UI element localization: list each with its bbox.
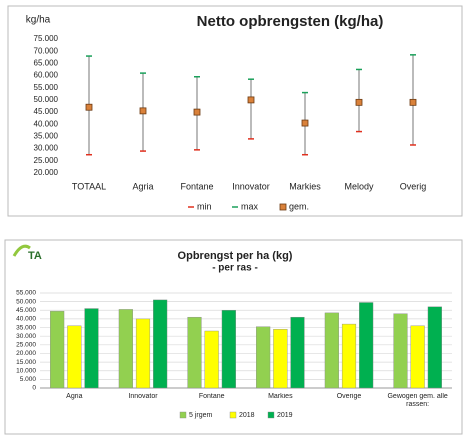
y-tick-label: 10.000	[16, 367, 36, 374]
x-label-box: Agria	[66, 393, 83, 400]
legend-label: min	[197, 201, 212, 211]
mean-marker	[139, 107, 147, 115]
x-tick-label: TOTAAL	[72, 181, 106, 191]
y-tick-label: 50.000	[16, 298, 36, 305]
bar	[84, 308, 99, 389]
y-tick-label: 40.000	[34, 119, 59, 128]
chart-subtitle: - per ras -	[212, 263, 258, 274]
bar	[187, 316, 202, 389]
y-tick-label: 35.000	[34, 132, 59, 141]
mean-marker	[85, 103, 93, 111]
x-tick-label: Melody	[344, 181, 374, 191]
legend-label: 2019	[277, 412, 293, 419]
bar	[135, 318, 151, 389]
bar	[273, 329, 288, 389]
bar	[50, 310, 65, 389]
x-tick-label: Overig	[400, 181, 427, 191]
x-tick-label: Innovator	[128, 393, 158, 400]
legend-swatch	[229, 411, 237, 419]
bar	[324, 312, 339, 389]
bar	[359, 302, 374, 389]
y-tick-label: 20.000	[34, 168, 59, 177]
bar	[153, 299, 168, 389]
x-tick-label: Agria	[132, 181, 153, 191]
y-tick-label: 40.000	[16, 316, 36, 323]
bar	[393, 313, 408, 389]
y-tick-label: 35.000	[16, 324, 36, 331]
x-tick-label: Markies	[289, 181, 321, 191]
mean-marker	[301, 119, 309, 127]
x-tick-label: Agria	[66, 393, 83, 400]
legend-label: 2018	[239, 412, 255, 419]
legend-swatch	[267, 411, 275, 419]
logo-swoosh	[12, 244, 31, 257]
bar	[427, 306, 442, 389]
panel	[7, 5, 463, 217]
y-tick-label: 45.000	[34, 107, 59, 116]
legend-label: max	[241, 201, 259, 211]
y-tick-label: 25.000	[34, 156, 59, 165]
y-tick-label: 70.000	[34, 46, 59, 55]
y-axis-label: kg/ha	[26, 15, 51, 26]
x-label-box: Gewogen gem. alle rassen:	[387, 393, 448, 408]
bar	[410, 325, 425, 389]
legend-label: gem.	[289, 201, 309, 211]
x-tick-label: Overige	[336, 393, 362, 400]
bar	[118, 309, 133, 389]
chart-title: Opbrengst per ha (kg)	[178, 250, 293, 262]
x-tick-label: Fontane	[180, 181, 213, 191]
bar	[256, 326, 271, 389]
y-tick-label: 50.000	[34, 95, 59, 104]
y-tick-label: 75.000	[34, 34, 59, 43]
y-tick-label: 30.000	[34, 144, 59, 153]
y-tick-label: 65.000	[34, 58, 59, 67]
y-tick-label: 55.000	[16, 290, 36, 297]
bar	[204, 330, 219, 389]
x-tick-label: Fontane	[198, 393, 225, 400]
y-tick-label: 15.000	[16, 359, 36, 366]
x-tick-label: Innovator	[232, 181, 270, 191]
y-tick-label: 55.000	[34, 83, 59, 92]
mean-marker	[355, 98, 363, 106]
bar	[67, 325, 82, 389]
chart-title: Netto opbrengsten (kg/ha)	[197, 13, 384, 30]
x-label-box: Innovator	[128, 393, 158, 400]
bar	[221, 310, 236, 389]
y-tick-label: 0	[32, 385, 36, 392]
x-label-box: Fontane	[198, 393, 225, 400]
legend-swatch	[179, 411, 187, 419]
legend-swatch	[279, 203, 287, 211]
legend-label: 5 jrgem	[189, 412, 213, 419]
y-tick-label: 5.000	[20, 376, 37, 383]
mean-marker	[247, 96, 255, 104]
bar	[290, 316, 305, 389]
mean-marker	[193, 108, 201, 116]
mean-marker	[409, 98, 417, 106]
y-tick-label: 60.000	[34, 71, 59, 80]
y-tick-label: 45.000	[16, 307, 36, 314]
y-tick-label: 20.000	[16, 350, 36, 357]
bar	[341, 323, 357, 389]
logo: TA	[28, 250, 42, 262]
x-tick-label: Gewogen gem. alle rassen:	[387, 393, 448, 408]
x-label-box: Overige	[336, 393, 362, 400]
x-label-box: Markies	[268, 393, 293, 400]
y-tick-label: 25.000	[16, 342, 36, 349]
x-tick-label: Markies	[268, 393, 293, 400]
y-tick-label: 30.000	[16, 333, 36, 340]
